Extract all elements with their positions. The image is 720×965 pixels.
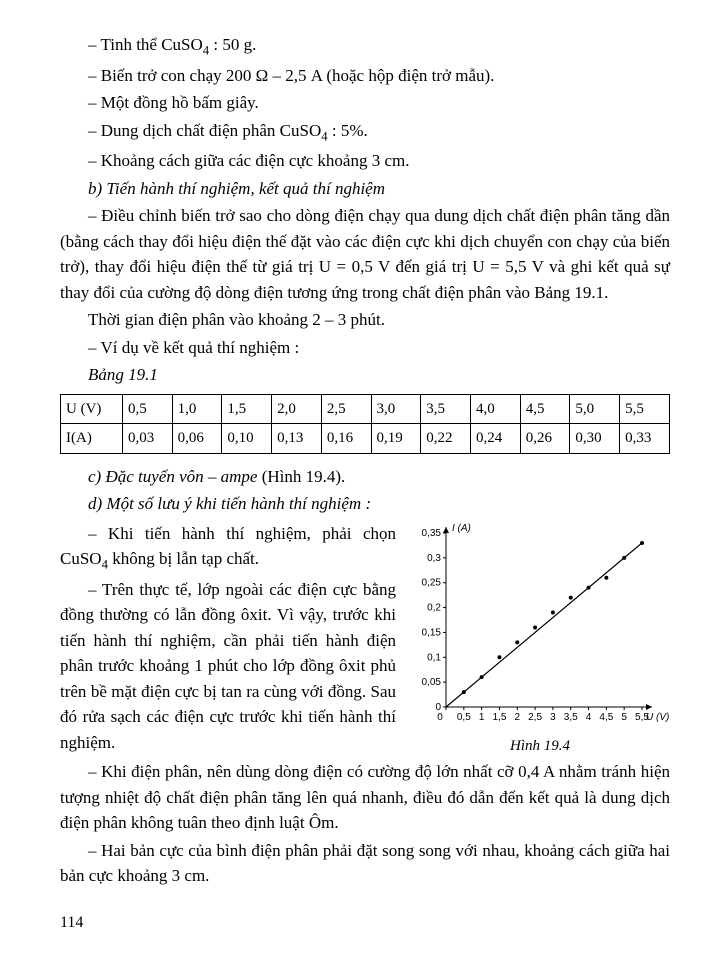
table-cell: 0,16 xyxy=(321,424,371,454)
line-3: – Một đồng hồ bấm giây. xyxy=(60,90,670,116)
svg-text:0,15: 0,15 xyxy=(422,627,442,638)
svg-text:0,5: 0,5 xyxy=(457,712,471,723)
table-cell: 0,30 xyxy=(570,424,620,454)
line-5: – Khoảng cách giữa các điện cực khoảng 3… xyxy=(60,148,670,174)
left-column: – Khi tiến hành thí nghiệm, phải chọn Cu… xyxy=(60,519,396,758)
text: : 5%. xyxy=(328,121,368,140)
page-number: 114 xyxy=(60,911,670,935)
section-b-heading: b) Tiến hành thí nghiệm, kết quả thí ngh… xyxy=(60,176,670,202)
table-title: Bảng 19.1 xyxy=(60,362,670,388)
table-cell: 0,10 xyxy=(222,424,272,454)
line-4: – Dung dịch chất điện phân CuSO4 : 5%. xyxy=(60,118,670,147)
svg-text:2,5: 2,5 xyxy=(528,712,542,723)
svg-text:3: 3 xyxy=(550,712,556,723)
section-c-heading: c) Đặc tuyến vôn – ampe (Hình 19.4). xyxy=(60,464,670,490)
table-cell: 0,19 xyxy=(371,424,421,454)
table-cell-label: U (V) xyxy=(61,394,123,424)
table-cell: 0,33 xyxy=(620,424,670,454)
svg-text:1: 1 xyxy=(479,712,485,723)
table-cell: 0,26 xyxy=(520,424,570,454)
paragraph-oxide: – Trên thực tế, lớp ngoài các điện cực b… xyxy=(60,577,396,756)
two-column-layout: – Khi tiến hành thí nghiệm, phải chọn Cu… xyxy=(60,519,670,758)
scatter-chart: 00,050,10,150,20,250,30,3500,511,522,533… xyxy=(410,519,670,729)
text: – Dung dịch chất điện phân CuSO xyxy=(88,121,321,140)
table-row: I(A) 0,03 0,06 0,10 0,13 0,16 0,19 0,22 … xyxy=(61,424,670,454)
table-cell: 0,5 xyxy=(122,394,172,424)
svg-text:5: 5 xyxy=(621,712,627,723)
table-cell: 0,22 xyxy=(421,424,471,454)
table-cell: 0,13 xyxy=(272,424,322,454)
paragraph-cuso4: – Khi tiến hành thí nghiệm, phải chọn Cu… xyxy=(60,521,396,575)
paragraph-current: – Khi điện phân, nên dùng dòng điện có c… xyxy=(60,759,670,836)
svg-text:3,5: 3,5 xyxy=(564,712,578,723)
table-cell: 5,5 xyxy=(620,394,670,424)
text: không bị lẫn tạp chất. xyxy=(108,549,259,568)
line-time: Thời gian điện phân vào khoảng 2 – 3 phú… xyxy=(60,307,670,333)
svg-text:0: 0 xyxy=(437,712,443,723)
table-cell: 1,5 xyxy=(222,394,272,424)
table-cell: 2,5 xyxy=(321,394,371,424)
table-row: U (V) 0,5 1,0 1,5 2,0 2,5 3,0 3,5 4,0 4,… xyxy=(61,394,670,424)
line-example: – Ví dụ về kết quả thí nghiệm : xyxy=(60,335,670,361)
table-cell: 1,0 xyxy=(172,394,222,424)
right-column: 00,050,10,150,20,250,30,3500,511,522,533… xyxy=(410,519,670,758)
svg-text:0,3: 0,3 xyxy=(427,552,441,563)
table-cell-label: I(A) xyxy=(61,424,123,454)
svg-text:0,35: 0,35 xyxy=(422,528,442,539)
svg-text:U (V): U (V) xyxy=(646,712,669,723)
table-cell: 5,0 xyxy=(570,394,620,424)
svg-text:0,1: 0,1 xyxy=(427,652,441,663)
svg-text:0,05: 0,05 xyxy=(422,677,442,688)
svg-text:1,5: 1,5 xyxy=(493,712,507,723)
paragraph-procedure: – Điều chỉnh biến trở sao cho dòng điện … xyxy=(60,203,670,305)
chart-caption: Hình 19.4 xyxy=(410,735,670,758)
svg-text:0,25: 0,25 xyxy=(422,577,442,588)
text: (Hình 19.4). xyxy=(257,467,345,486)
svg-text:4: 4 xyxy=(586,712,592,723)
table-cell: 3,5 xyxy=(421,394,471,424)
table-cell: 0,24 xyxy=(470,424,520,454)
table-cell: 0,03 xyxy=(122,424,172,454)
text: – Tinh thể CuSO xyxy=(88,35,203,54)
svg-text:2: 2 xyxy=(514,712,520,723)
paragraph-plates: – Hai bản cực của bình điện phân phải đặ… xyxy=(60,838,670,889)
text: c) Đặc tuyến vôn – ampe xyxy=(88,467,257,486)
svg-text:I (A): I (A) xyxy=(452,523,471,534)
svg-text:4,5: 4,5 xyxy=(599,712,613,723)
table-cell: 0,06 xyxy=(172,424,222,454)
table-cell: 2,0 xyxy=(272,394,322,424)
line-2: – Biến trở con chạy 200 Ω – 2,5 A (hoặc … xyxy=(60,63,670,89)
section-d-heading: d) Một số lưu ý khi tiến hành thí nghiệm… xyxy=(60,491,670,517)
line-1: – Tinh thể CuSO4 : 50 g. xyxy=(60,32,670,61)
table-cell: 3,0 xyxy=(371,394,421,424)
table-cell: 4,5 xyxy=(520,394,570,424)
data-table: U (V) 0,5 1,0 1,5 2,0 2,5 3,0 3,5 4,0 4,… xyxy=(60,394,670,454)
svg-text:0,2: 0,2 xyxy=(427,602,441,613)
table-cell: 4,0 xyxy=(470,394,520,424)
text: : 50 g. xyxy=(209,35,256,54)
